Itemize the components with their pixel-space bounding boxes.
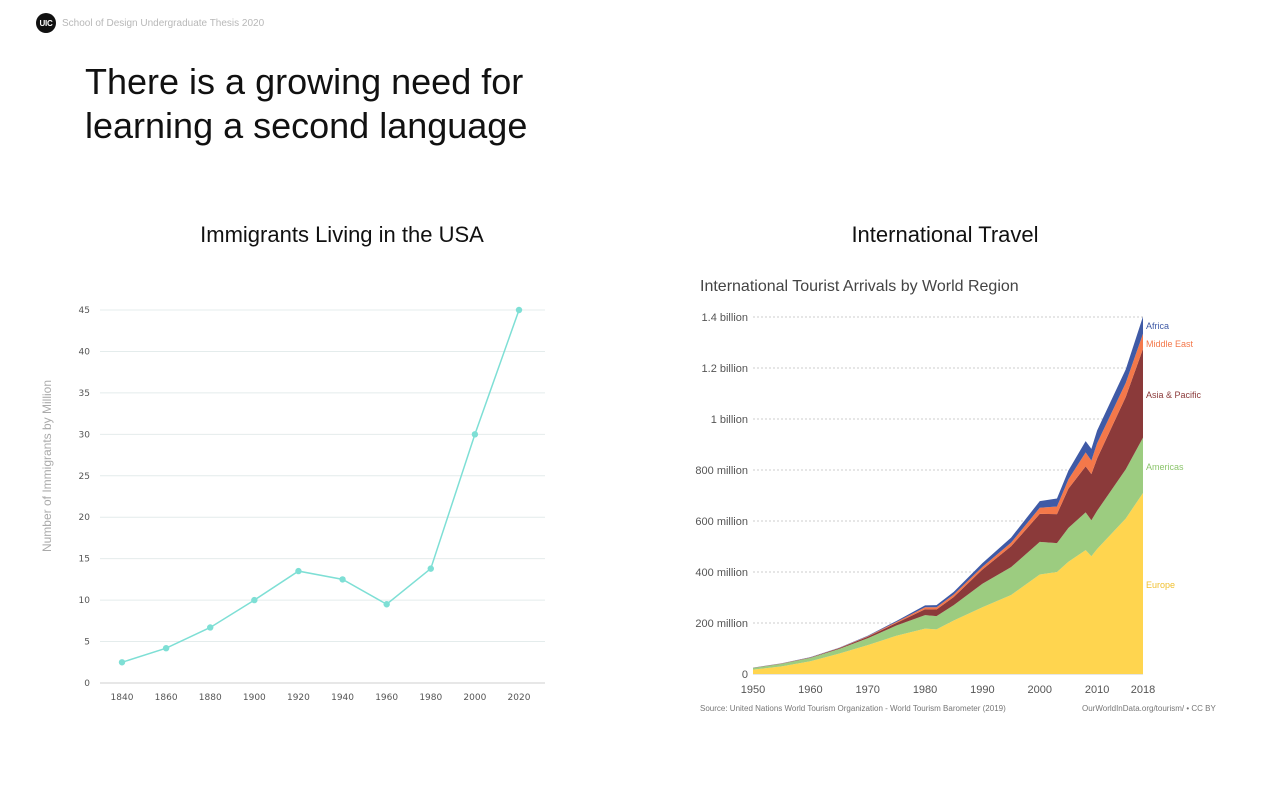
series-europe-area [753, 492, 1143, 674]
series-middle-east-label: Middle East [1146, 339, 1194, 349]
immigrants-chart-title: Immigrants Living in the USA [200, 222, 484, 247]
y-tick-label: 35 [79, 389, 90, 399]
x-tick-label: 1900 [243, 693, 266, 703]
x-tick-label: 1990 [970, 684, 994, 696]
series-middle-east-area [753, 333, 1143, 668]
series-americas-label: Americas [1146, 462, 1184, 472]
x-tick-label: 1970 [855, 684, 879, 696]
y-tick-label: 1 billion [711, 414, 748, 426]
x-tick-label: 1950 [741, 684, 765, 696]
y-tick-label: 0 [742, 669, 748, 681]
data-point [162, 644, 170, 652]
data-point [515, 306, 523, 314]
x-tick-label: 1960 [375, 693, 398, 703]
data-point [339, 576, 346, 583]
header: UIC School of Design Undergraduate Thesi… [36, 13, 264, 33]
x-tick-label: 1880 [199, 693, 222, 703]
y-tick-label: 200 million [695, 618, 748, 630]
chart-source: Source: United Nations World Tourism Org… [700, 704, 1006, 713]
x-tick-label: 1860 [155, 693, 178, 703]
slide-title-line1: There is a growing need for [85, 61, 524, 102]
data-point [207, 624, 214, 631]
x-tick-label: 2020 [508, 693, 531, 703]
slide-title: There is a growing need for learning a s… [85, 60, 685, 148]
data-point [295, 567, 302, 575]
y-tick-label: 40 [79, 347, 91, 357]
series-africa-area [753, 316, 1143, 668]
x-tick-label: 1920 [287, 693, 310, 703]
data-point [383, 601, 390, 608]
x-tick-label: 2000 [463, 693, 486, 703]
travel-chart-title: International Travel [851, 222, 1039, 247]
slide-title-line2: learning a second language [85, 105, 528, 146]
y-tick-label: 45 [79, 306, 90, 316]
y-tick-label: 0 [84, 679, 90, 689]
data-point [471, 431, 479, 438]
series-asia-pacific-label: Asia & Pacific [1146, 390, 1202, 400]
series-americas-area [753, 437, 1143, 670]
y-tick-label: 10 [79, 596, 91, 606]
series-europe-label: Europe [1146, 580, 1175, 590]
x-tick-label: 1960 [798, 684, 822, 696]
immigrants-series-line [121, 309, 520, 663]
x-tick-label: 1980 [913, 684, 937, 696]
y-tick-label: 30 [79, 430, 91, 440]
uic-logo: UIC [36, 13, 56, 33]
x-tick-label: 1940 [331, 693, 354, 703]
y-tick-label: 400 million [695, 567, 748, 579]
y-tick-label: 800 million [695, 465, 748, 477]
chart-subtitle: International Tourist Arrivals by World … [700, 278, 1019, 295]
data-point [251, 596, 258, 604]
y-tick-label: 600 million [695, 516, 748, 528]
chart-credit: OurWorldInData.org/tourism/ • CC BY [1082, 704, 1216, 713]
y-axis-label: Number of Immigrants by Million [40, 380, 54, 552]
header-text: School of Design Undergraduate Thesis 20… [62, 17, 265, 29]
x-tick-label: 1980 [419, 693, 442, 703]
y-tick-label: 1.4 billion [702, 312, 748, 324]
data-point [427, 565, 434, 572]
x-tick-label: 2018 [1131, 684, 1155, 696]
x-tick-label: 1840 [111, 693, 134, 703]
data-point [118, 659, 126, 666]
series-asia-pacific-area [753, 348, 1143, 668]
y-tick-label: 15 [79, 555, 90, 565]
series-africa-label: Africa [1146, 321, 1169, 331]
y-tick-label: 20 [79, 513, 91, 523]
x-tick-label: 2000 [1028, 684, 1052, 696]
y-tick-label: 1.2 billion [702, 363, 748, 375]
y-tick-label: 5 [84, 638, 90, 648]
y-tick-label: 25 [79, 472, 90, 482]
x-tick-label: 2010 [1085, 684, 1109, 696]
